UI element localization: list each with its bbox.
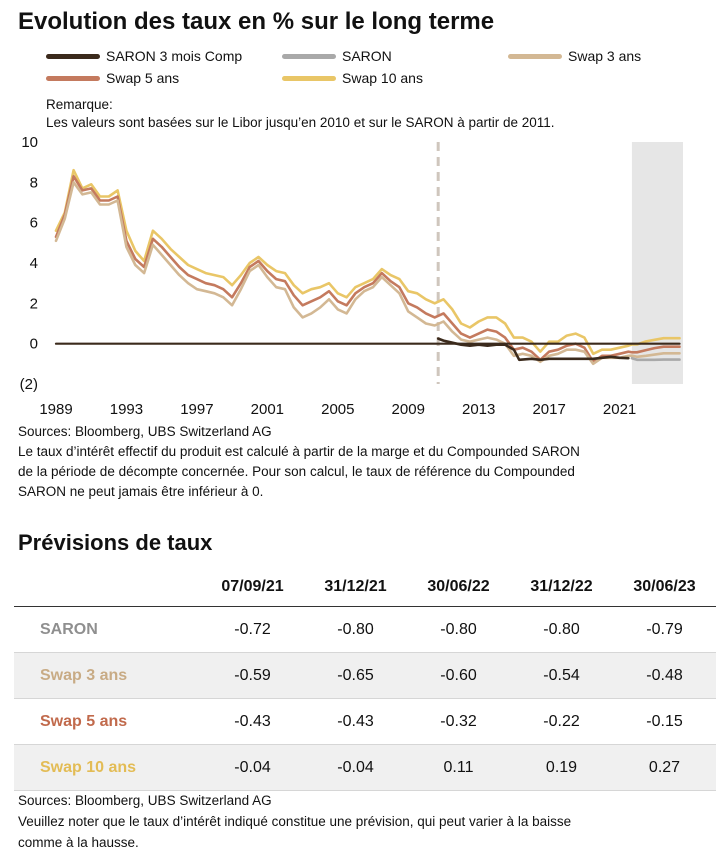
- y-tick-label: (2): [20, 376, 38, 393]
- table-cell: -0.65: [304, 652, 407, 699]
- table-header-row: 07/09/21 31/12/21 30/06/22 31/12/22 30/0…: [14, 568, 716, 607]
- table-cell: -0.79: [613, 606, 716, 653]
- table-cell: 0.27: [613, 744, 716, 791]
- row-label-swap5: Swap 5 ans: [14, 698, 201, 745]
- table-cell: -0.32: [407, 698, 510, 745]
- table-cell: -0.80: [407, 606, 510, 653]
- series-line-swap10: [54, 168, 681, 356]
- remark-text: Les valeurs sont basées sur le Libor jus…: [46, 115, 555, 130]
- column-header: 30/06/22: [407, 568, 510, 607]
- note-line: Le taux d’intérêt effectif du produit es…: [18, 444, 580, 459]
- column-header: 31/12/22: [510, 568, 613, 607]
- legend-label-swap10: Swap 10 ans: [342, 70, 423, 86]
- table-cell: -0.72: [201, 606, 304, 653]
- forecast-title: Prévisions de taux: [18, 530, 213, 555]
- legend-swatch-swap5: [46, 75, 100, 81]
- row-label-saron: SARON: [14, 606, 201, 653]
- line-chart: 10 8 6 4 2 0 (2)1989 1993 1997 2001 2005 2009 2013 20…: [20, 134, 683, 418]
- table-cell: 0.19: [510, 744, 613, 791]
- y-tick-label: 6: [30, 215, 38, 232]
- table-cell: -0.60: [407, 652, 510, 699]
- chart-notes: Sources: Bloomberg, UBS Switzerland AG L…: [18, 422, 718, 502]
- footer-sources: Sources: Bloomberg, UBS Switzerland AG: [18, 793, 272, 808]
- x-tick-label: 2001: [251, 401, 284, 418]
- series-line-swap3: [54, 181, 681, 366]
- series-line-saron: [630, 356, 681, 362]
- row-label-swap10: Swap 10 ans: [14, 744, 201, 791]
- note-line: de la période de décompte concernée. Pou…: [18, 464, 575, 479]
- table-cell: 0.11: [407, 744, 510, 791]
- column-header-empty: [14, 568, 201, 607]
- legend-swatch-swap3: [508, 53, 562, 59]
- legend-swatch-swap10: [282, 75, 336, 81]
- forecast-table: 07/09/21 31/12/21 30/06/22 31/12/22 30/0…: [14, 568, 716, 791]
- legend-label-swap5: Swap 5 ans: [106, 70, 180, 86]
- column-header: 07/09/21: [201, 568, 304, 607]
- footer-line: Veuillez noter que le taux d’intérêt ind…: [18, 814, 572, 829]
- legend-label-saron: SARON: [342, 48, 392, 64]
- x-tick-label: 1989: [39, 401, 72, 418]
- table-cell: -0.04: [304, 744, 407, 791]
- series-line-swap5: [54, 175, 681, 364]
- column-header: 30/06/23: [613, 568, 716, 607]
- row-label-swap3: Swap 3 ans: [14, 652, 201, 699]
- x-tick-label: 1997: [180, 401, 213, 418]
- chart-legend: SARON 3 mois Comp SARON Swap 3 ans Swap …: [46, 46, 726, 90]
- chart-sources: Sources: Bloomberg, UBS Switzerland AG: [18, 424, 272, 439]
- legend-item-swap3: Swap 3 ans: [508, 46, 641, 66]
- x-tick-label: 2009: [392, 401, 425, 418]
- table-cell: -0.43: [201, 698, 304, 745]
- legend-label-swap3: Swap 3 ans: [568, 48, 642, 64]
- remark-label: Remarque:: [46, 97, 113, 112]
- legend-swatch-saron: [282, 53, 336, 59]
- x-tick-label: 2013: [462, 401, 495, 418]
- table-cell: -0.54: [510, 652, 613, 699]
- column-header: 31/12/21: [304, 568, 407, 607]
- legend-item-saron: SARON: [282, 46, 392, 66]
- table-row: SARON -0.72 -0.80 -0.80 -0.80 -0.79: [14, 606, 716, 653]
- chart-remark: Remarque: Les valeurs sont basées sur le…: [46, 96, 555, 132]
- table-cell: -0.04: [201, 744, 304, 791]
- table-cell: -0.22: [510, 698, 613, 745]
- table-row: Swap 3 ans -0.59 -0.65 -0.60 -0.54 -0.48: [14, 652, 716, 699]
- series-line-saron3m: [436, 337, 630, 362]
- table-row: Swap 5 ans -0.43 -0.43 -0.32 -0.22 -0.15: [14, 698, 716, 745]
- footer-notes: Sources: Bloomberg, UBS Switzerland AG V…: [18, 790, 718, 853]
- y-tick-label: 4: [30, 255, 38, 272]
- footer-line: comme à la hausse.: [18, 835, 139, 850]
- table-cell: -0.15: [613, 698, 716, 745]
- legend-item-swap5: Swap 5 ans: [46, 68, 179, 88]
- legend-label-saron3m: SARON 3 mois Comp: [106, 48, 243, 64]
- table-cell: -0.48: [613, 652, 716, 699]
- legend-swatch-saron3m: [46, 53, 100, 59]
- table-cell: -0.80: [304, 606, 407, 653]
- x-tick-label: 2005: [321, 401, 354, 418]
- x-tick-label: 2017: [532, 401, 565, 418]
- y-tick-label: 8: [30, 174, 38, 191]
- y-tick-label: 10: [21, 134, 38, 151]
- x-tick-label: 2021: [603, 401, 636, 418]
- x-tick-label: 1993: [110, 401, 143, 418]
- table-cell: -0.80: [510, 606, 613, 653]
- table-row: Swap 10 ans -0.04 -0.04 0.11 0.19 0.27: [14, 744, 716, 791]
- chart-title: Evolution des taux en % sur le long term…: [18, 8, 495, 35]
- legend-item-saron3m: SARON 3 mois Comp: [46, 46, 242, 66]
- y-tick-label: 2: [30, 295, 38, 312]
- note-line: SARON ne peut jamais être inférieur à 0.: [18, 484, 264, 499]
- y-tick-label: 0: [30, 336, 38, 353]
- table-cell: -0.43: [304, 698, 407, 745]
- table-cell: -0.59: [201, 652, 304, 699]
- legend-item-swap10: Swap 10 ans: [282, 68, 423, 88]
